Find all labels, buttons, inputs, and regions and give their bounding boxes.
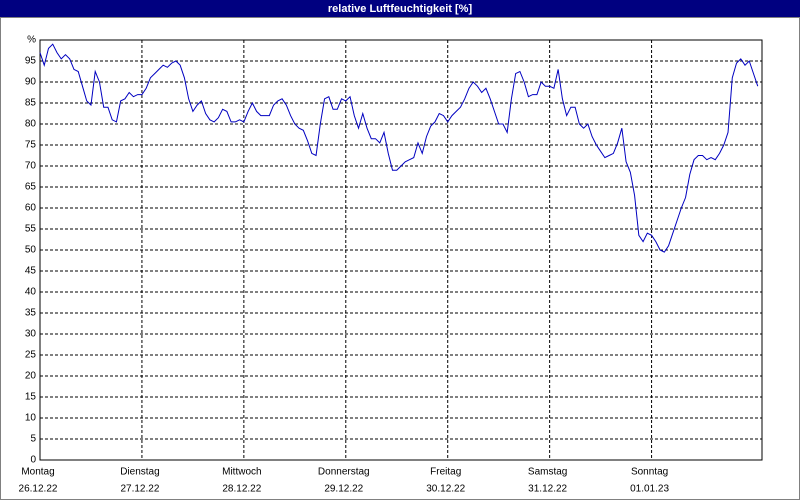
- x-tick-date: 01.01.23: [630, 484, 669, 495]
- y-tick-label: 15: [25, 392, 37, 403]
- y-tick-label: 10: [25, 413, 37, 424]
- y-tick-label: 75: [25, 140, 37, 151]
- x-tick-label: Sonntag: [631, 467, 668, 478]
- y-tick-label: 35: [25, 308, 37, 319]
- x-tick-label: Montag: [21, 467, 54, 478]
- x-tick-date: 30.12.22: [426, 484, 465, 495]
- x-tick-date: 26.12.22: [19, 484, 58, 495]
- y-tick-label: 70: [25, 161, 37, 172]
- y-tick-label: 25: [25, 350, 37, 361]
- y-tick-label: 55: [25, 224, 37, 235]
- x-tick-label: Mittwoch: [222, 467, 261, 478]
- y-tick-label: 20: [25, 371, 37, 382]
- title-bar: [0, 0, 800, 17]
- x-tick-date: 28.12.22: [222, 484, 261, 495]
- x-tick-date: 27.12.22: [120, 484, 159, 495]
- x-tick-date: 29.12.22: [324, 484, 363, 495]
- x-tick-label: Freitag: [430, 467, 461, 478]
- y-tick-label: 0: [30, 455, 36, 466]
- plot-frame: [39, 39, 763, 461]
- data-line: [39, 43, 759, 253]
- x-tick-date: 31.12.22: [528, 484, 567, 495]
- y-tick-label: 60: [25, 203, 37, 214]
- y-tick-label: 45: [25, 266, 37, 277]
- x-tick-label: Donnerstag: [318, 467, 370, 478]
- y-tick-label: 90: [25, 77, 37, 88]
- y-tick-label: 95: [25, 56, 37, 67]
- y-tick-label: 85: [25, 98, 37, 109]
- chart-title: relative Luftfeuchtigkeit [%]: [328, 3, 473, 15]
- y-tick-label: 50: [25, 245, 37, 256]
- x-tick-label: Dienstag: [120, 467, 159, 478]
- y-tick-label: 40: [25, 287, 37, 298]
- y-tick-label: 5: [30, 434, 36, 445]
- x-tick-label: Samstag: [528, 467, 567, 478]
- y-tick-label: 30: [25, 329, 37, 340]
- y-tick-label: 65: [25, 182, 37, 193]
- y-tick-label: 80: [25, 119, 37, 130]
- y-tick-label: %: [27, 35, 36, 46]
